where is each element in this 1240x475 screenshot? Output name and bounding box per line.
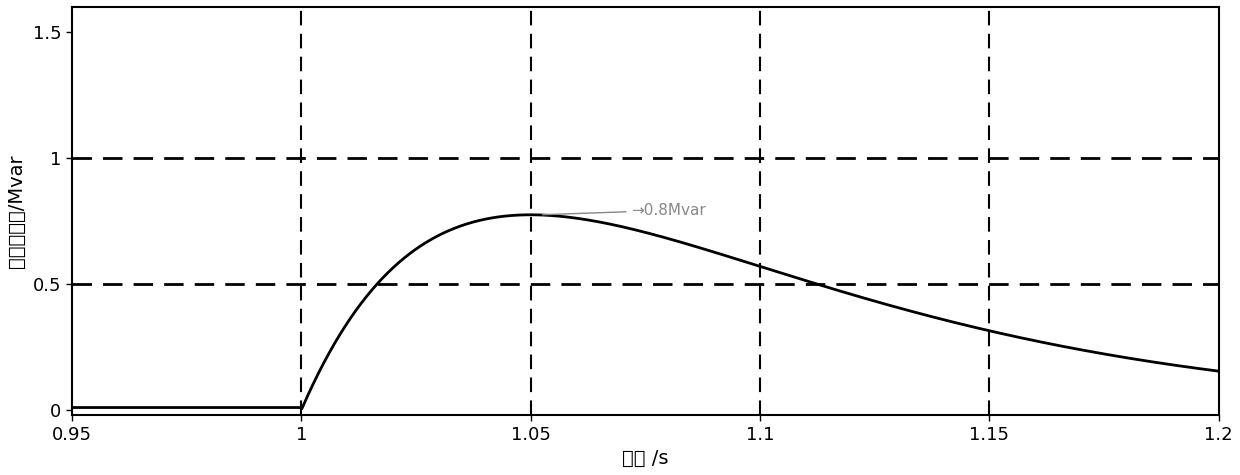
Y-axis label: 不平衡无功/Mvar: 不平衡无功/Mvar <box>7 154 26 268</box>
X-axis label: 时间 /s: 时间 /s <box>622 449 668 468</box>
Text: →0.8Mvar: →0.8Mvar <box>543 203 707 218</box>
